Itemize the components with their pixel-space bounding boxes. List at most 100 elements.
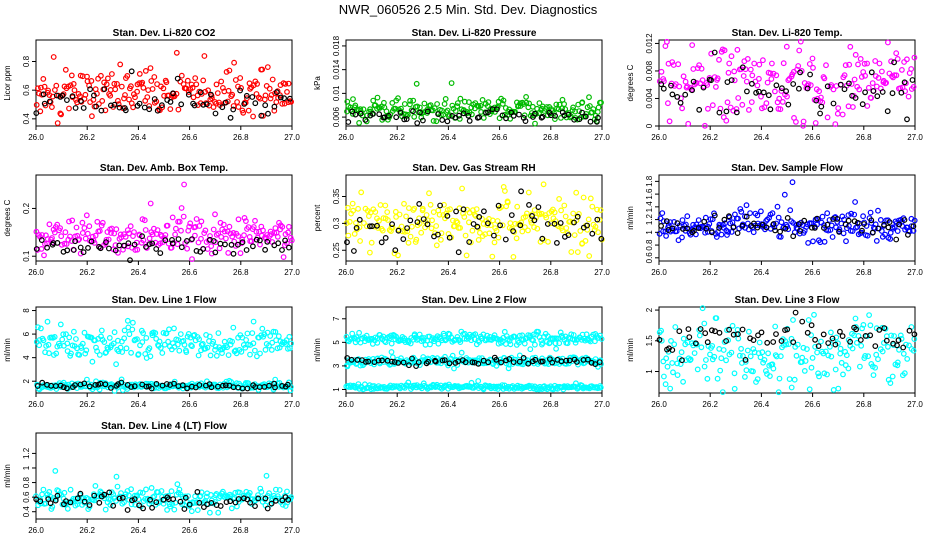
data-point xyxy=(172,231,179,238)
data-point xyxy=(132,94,138,101)
data-point xyxy=(274,233,281,240)
data-point xyxy=(897,332,904,339)
data-point xyxy=(852,199,859,205)
data-point xyxy=(527,346,534,353)
data-point xyxy=(472,213,479,219)
data-point xyxy=(180,213,187,220)
data-point xyxy=(475,224,482,231)
data-point xyxy=(189,84,196,91)
data-point xyxy=(122,92,128,98)
data-point xyxy=(407,233,414,240)
data-point xyxy=(353,224,360,231)
data-point xyxy=(786,376,793,382)
data-point xyxy=(551,220,558,227)
data-point xyxy=(908,223,915,229)
data-point xyxy=(80,105,87,111)
data-point xyxy=(279,497,286,504)
data-point xyxy=(552,112,559,119)
data-point xyxy=(212,347,218,353)
data-point xyxy=(414,219,421,225)
data-point xyxy=(216,245,223,252)
data-point xyxy=(855,333,862,339)
data-point xyxy=(113,382,120,389)
data-point xyxy=(695,217,702,223)
data-point xyxy=(163,330,170,337)
data-point xyxy=(837,350,844,357)
data-point xyxy=(576,211,582,217)
y-axis-label: ml/min xyxy=(3,464,12,488)
data-point xyxy=(408,223,415,230)
data-point xyxy=(761,356,768,363)
data-point xyxy=(267,333,274,339)
data-point xyxy=(148,484,155,491)
data-point xyxy=(787,207,794,214)
data-point xyxy=(684,213,691,220)
data-point xyxy=(745,328,752,335)
plot-frame xyxy=(345,39,603,127)
data-point xyxy=(370,110,376,117)
data-point xyxy=(169,240,176,247)
data-point xyxy=(748,80,755,87)
data-point xyxy=(351,248,357,254)
data-point xyxy=(413,236,420,243)
data-point xyxy=(262,495,269,502)
data-point xyxy=(147,200,154,207)
y-tick-label: 1.8 xyxy=(645,175,654,187)
panel-title: Stan. Dev. Li-820 Temp. xyxy=(732,28,843,39)
data-point xyxy=(460,110,467,117)
data-point xyxy=(806,386,813,393)
data-point xyxy=(212,249,219,256)
data-point xyxy=(219,350,225,356)
data-point xyxy=(206,509,213,516)
data-point xyxy=(739,64,746,71)
data-point xyxy=(134,88,141,95)
data-point xyxy=(728,349,735,356)
data-point xyxy=(499,100,506,107)
data-point xyxy=(355,205,361,212)
data-point xyxy=(561,101,568,107)
data-point xyxy=(908,66,915,72)
panel-title: Stan. Dev. Line 4 (LT) Flow xyxy=(101,421,227,432)
data-point xyxy=(53,82,60,89)
data-point xyxy=(169,214,176,221)
data-point xyxy=(776,95,783,102)
data-point xyxy=(436,211,443,218)
data-point xyxy=(511,229,518,235)
y-tick-label: 1.2 xyxy=(22,447,31,459)
data-point xyxy=(189,256,195,262)
data-point xyxy=(702,330,709,337)
data-point xyxy=(697,326,704,332)
data-point xyxy=(92,381,99,388)
data-point xyxy=(583,331,590,338)
data-point xyxy=(824,221,831,228)
data-point xyxy=(821,370,828,377)
data-point xyxy=(472,331,479,338)
data-point xyxy=(563,225,570,231)
data-point xyxy=(241,232,247,239)
data-point xyxy=(701,363,708,370)
data-point xyxy=(151,493,158,500)
data-point xyxy=(85,244,91,251)
data-point xyxy=(178,227,184,234)
data-point xyxy=(843,352,850,359)
data-point xyxy=(457,339,464,345)
data-point xyxy=(911,336,918,342)
data-point xyxy=(350,207,356,214)
data-point xyxy=(47,500,54,507)
data-point xyxy=(437,202,444,209)
data-point xyxy=(200,504,207,510)
data-point xyxy=(189,236,195,242)
data-point xyxy=(845,212,852,218)
data-point xyxy=(427,201,434,208)
data-point xyxy=(782,225,789,232)
data-point xyxy=(274,493,281,499)
data-point xyxy=(388,332,394,339)
data-point xyxy=(598,235,605,242)
data-point xyxy=(911,54,918,61)
data-point xyxy=(505,365,512,372)
data-point xyxy=(677,99,684,106)
data-point xyxy=(101,339,108,345)
data-point xyxy=(476,229,483,236)
